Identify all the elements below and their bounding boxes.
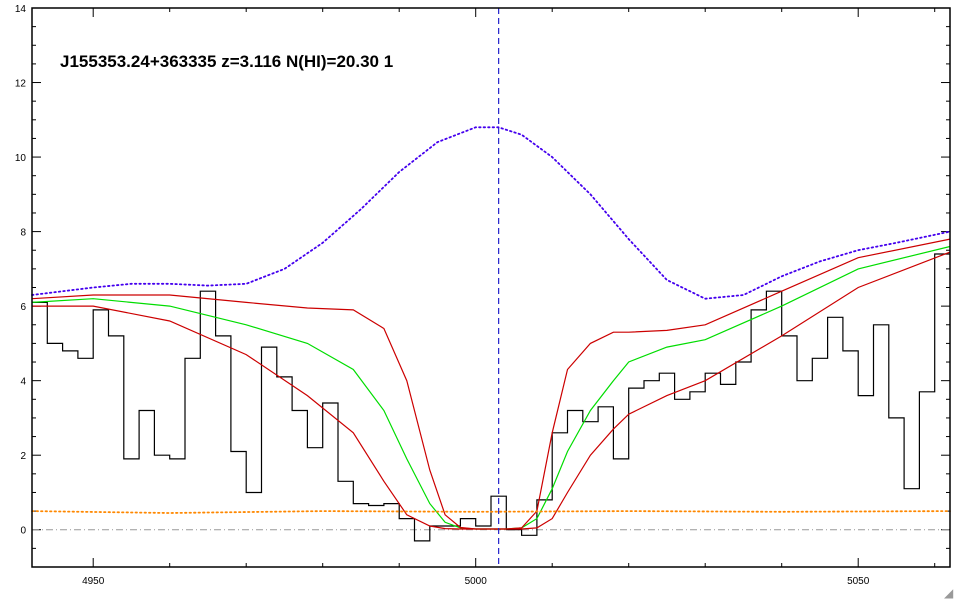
series-layer xyxy=(31,8,951,567)
x-tick-label: 5000 xyxy=(465,576,488,587)
plot-frame xyxy=(31,7,951,568)
y-tick-label: 4 xyxy=(20,377,26,388)
series-0-line xyxy=(32,253,950,542)
series-1-line xyxy=(31,245,951,530)
y-tick-label: 8 xyxy=(20,228,26,239)
series-4-line xyxy=(31,126,951,300)
series-2-line xyxy=(31,238,951,530)
x-tick-label: 5050 xyxy=(847,576,870,587)
y-tick-label: 6 xyxy=(20,302,26,313)
chart-title: J155353.24+363335 z=3.116 N(HI)=20.30 1 xyxy=(60,52,393,71)
y-tick-label: 2 xyxy=(20,451,26,462)
series-3-line xyxy=(32,251,951,530)
y-tick-label: 0 xyxy=(20,526,26,537)
x-tick-label: 4950 xyxy=(82,576,105,587)
y-tick-label: 12 xyxy=(15,79,27,90)
resize-grip-icon[interactable]: ◢ xyxy=(944,586,954,600)
y-tick-label: 14 xyxy=(15,4,27,15)
y-tick-label: 10 xyxy=(15,153,27,164)
